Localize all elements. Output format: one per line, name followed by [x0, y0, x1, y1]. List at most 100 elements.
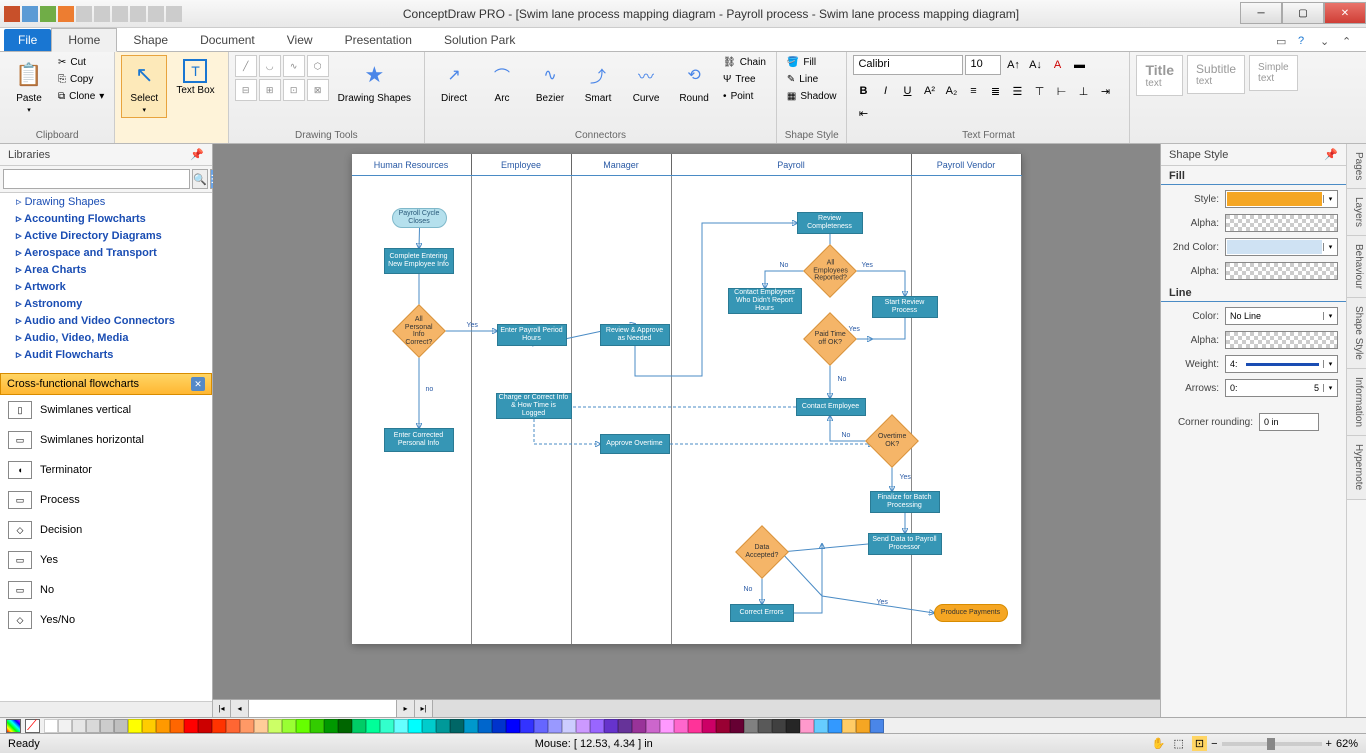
color-swatch[interactable] — [646, 719, 660, 733]
colorbar-none[interactable]: ⟋ — [25, 719, 40, 733]
color-swatch[interactable] — [72, 719, 86, 733]
color-swatch[interactable] — [758, 719, 772, 733]
color-swatch[interactable] — [268, 719, 282, 733]
color-swatch[interactable] — [674, 719, 688, 733]
hand-tool-icon[interactable]: ✋ — [1152, 737, 1166, 750]
qat-icon-2[interactable] — [40, 6, 56, 22]
color-swatch[interactable] — [338, 719, 352, 733]
color-swatch[interactable] — [786, 719, 800, 733]
flowchart-process[interactable]: Enter Payroll Period Hours — [497, 324, 567, 346]
ribbon-expand-icon[interactable]: ⌃ — [1342, 35, 1358, 51]
color-swatch[interactable] — [604, 719, 618, 733]
line-weight-dropdown[interactable]: 4:▾ — [1225, 355, 1338, 373]
zoom-fit-icon[interactable]: ⊡ — [1192, 736, 1207, 751]
app-icon[interactable] — [4, 6, 20, 22]
shape-item[interactable]: ◇Decision — [0, 515, 212, 545]
active-library[interactable]: Cross-functional flowcharts✕ — [0, 373, 212, 395]
second-color-dropdown[interactable]: ▾ — [1225, 238, 1338, 256]
select-tool[interactable]: ↖Select▾ — [121, 55, 167, 118]
preset-title[interactable]: Titletext — [1136, 55, 1183, 96]
color-swatch[interactable] — [506, 719, 520, 733]
font-size[interactable]: 10 — [965, 55, 1001, 75]
library-item[interactable]: ▹ Audio and Video Connectors — [0, 312, 212, 329]
preset-simple[interactable]: Simpletext — [1249, 55, 1298, 91]
colorbar-picker[interactable] — [6, 719, 21, 733]
color-swatch[interactable] — [436, 719, 450, 733]
draw-tool-4[interactable]: ⬡ — [307, 55, 329, 77]
preset-subtitle[interactable]: Subtitletext — [1187, 55, 1245, 94]
tree-button[interactable]: Ψ Tree — [719, 72, 770, 87]
connector-curve[interactable]: 〰Curve — [623, 55, 669, 108]
color-swatch[interactable] — [730, 719, 744, 733]
shape-item[interactable]: ▭Yes — [0, 545, 212, 575]
color-swatch[interactable] — [128, 719, 142, 733]
tab-solution-park[interactable]: Solution Park — [428, 29, 531, 51]
align-middle[interactable]: ⊢ — [1051, 81, 1071, 101]
connector-bezier[interactable]: ∿Bezier — [527, 55, 573, 108]
tab-document[interactable]: Document — [184, 29, 271, 51]
second-alpha-slider[interactable] — [1225, 262, 1338, 280]
ribbon-page-icon[interactable]: ▭ — [1276, 35, 1292, 51]
color-swatch[interactable] — [534, 719, 548, 733]
side-tab-information[interactable]: Information — [1347, 369, 1366, 436]
color-swatch[interactable] — [44, 719, 58, 733]
color-swatch[interactable] — [310, 719, 324, 733]
page[interactable]: Human ResourcesEmployeeManagerPayrollPay… — [352, 154, 1022, 644]
color-swatch[interactable] — [562, 719, 576, 733]
library-tree[interactable]: ▹ Drawing Shapes▹ Accounting Flowcharts▹… — [0, 193, 212, 373]
lane-header[interactable]: Payroll Vendor — [912, 154, 1022, 175]
side-tab-shape-style[interactable]: Shape Style — [1347, 298, 1366, 369]
color-swatch[interactable] — [492, 719, 506, 733]
zoom-control[interactable]: − + 62% — [1211, 738, 1358, 750]
shape-item[interactable]: ▯Swimlanes vertical — [0, 395, 212, 425]
library-item[interactable]: ▹ Drawing Shapes — [0, 193, 212, 210]
color-swatch[interactable] — [520, 719, 534, 733]
shrink-font[interactable]: A↓ — [1025, 55, 1045, 75]
color-swatch[interactable] — [632, 719, 646, 733]
shape-item[interactable]: ▭Swimlanes horizontal — [0, 425, 212, 455]
zoom-out[interactable]: − — [1211, 738, 1217, 750]
color-swatch[interactable] — [408, 719, 422, 733]
font-color[interactable]: A — [1047, 55, 1067, 75]
color-swatch[interactable] — [576, 719, 590, 733]
color-swatch[interactable] — [548, 719, 562, 733]
side-tab-hypernote[interactable]: Hypernote — [1347, 436, 1366, 499]
superscript[interactable]: A² — [919, 81, 939, 101]
side-tab-pages[interactable]: Pages — [1347, 144, 1366, 189]
draw-tool-3[interactable]: ∿ — [283, 55, 305, 77]
color-swatch[interactable] — [170, 719, 184, 733]
flowchart-process[interactable]: Start Review Process — [872, 296, 938, 318]
color-swatch[interactable] — [478, 719, 492, 733]
tab-first[interactable]: |◂ — [213, 700, 231, 717]
align-left[interactable]: ≡ — [963, 81, 983, 101]
flowchart-process[interactable]: Enter Corrected Personal Info — [384, 428, 454, 452]
color-swatch[interactable] — [86, 719, 100, 733]
flowchart-process[interactable]: Finalize for Batch Processing — [870, 491, 940, 513]
library-item[interactable]: ▹ Accounting Flowcharts — [0, 210, 212, 227]
align-right[interactable]: ☰ — [1007, 81, 1027, 101]
shape-item[interactable]: ▭Process — [0, 485, 212, 515]
library-search-input[interactable] — [3, 169, 190, 189]
draw-tool-1[interactable]: ╱ — [235, 55, 257, 77]
arrows-dropdown[interactable]: 0:5▾ — [1225, 379, 1338, 397]
canvas-hscroll[interactable] — [433, 700, 1160, 717]
color-swatch[interactable] — [688, 719, 702, 733]
flowchart-final[interactable]: Produce Payments — [934, 604, 1008, 622]
corner-rounding-input[interactable]: 0 in — [1259, 413, 1319, 431]
indent[interactable]: ⇥ — [1095, 81, 1115, 101]
fill-style-dropdown[interactable]: ▾ — [1225, 190, 1338, 208]
color-swatch[interactable] — [380, 719, 394, 733]
flowchart-process[interactable]: Review & Approve as Needed — [600, 324, 670, 346]
qat-icon-1[interactable] — [22, 6, 38, 22]
color-swatch[interactable] — [660, 719, 674, 733]
color-swatch[interactable] — [842, 719, 856, 733]
minimize-button[interactable]: ─ — [1240, 2, 1282, 24]
library-item[interactable]: ▹ Audit Flowcharts — [0, 346, 212, 363]
lane-header[interactable]: Human Resources — [352, 154, 472, 175]
color-swatch[interactable] — [814, 719, 828, 733]
connector-arc[interactable]: ⌒Arc — [479, 55, 525, 108]
qat-redo-icon[interactable] — [112, 6, 128, 22]
library-item[interactable]: ▹ Active Directory Diagrams — [0, 227, 212, 244]
color-swatch[interactable] — [198, 719, 212, 733]
zoom-in[interactable]: + — [1326, 738, 1332, 750]
